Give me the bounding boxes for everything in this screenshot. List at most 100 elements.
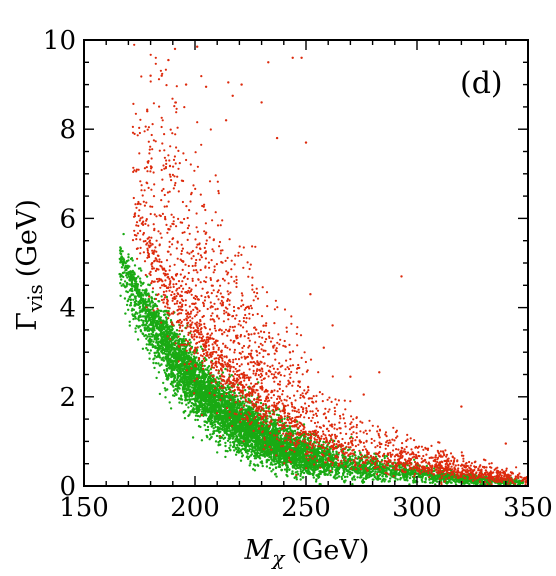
data-point — [224, 441, 227, 445]
data-point — [119, 252, 123, 256]
data-point — [147, 333, 151, 336]
data-point — [378, 473, 382, 477]
data-point — [342, 480, 346, 483]
data-point — [356, 476, 359, 479]
data-point — [160, 363, 163, 366]
data-point — [141, 347, 145, 350]
data-point — [224, 431, 227, 434]
data-point — [139, 330, 143, 333]
data-point — [399, 466, 402, 469]
data-point — [215, 434, 219, 438]
data-point — [240, 444, 244, 447]
data-point — [196, 418, 199, 422]
data-point — [125, 274, 128, 277]
data-point — [283, 468, 287, 471]
data-point — [139, 284, 143, 287]
data-point — [293, 476, 296, 480]
data-point — [147, 343, 151, 346]
data-point — [212, 427, 215, 430]
data-point — [250, 453, 254, 456]
data-point — [204, 413, 207, 417]
data-point — [207, 410, 210, 413]
data-point — [178, 401, 181, 404]
data-point — [133, 303, 137, 306]
data-point — [176, 382, 179, 385]
data-point — [144, 319, 147, 323]
data-point — [275, 475, 278, 478]
data-point — [206, 425, 210, 429]
data-point — [131, 313, 134, 316]
data-point — [209, 433, 212, 436]
data-point — [450, 481, 453, 484]
data-point — [118, 249, 122, 252]
data-point — [270, 470, 273, 473]
data-point — [343, 475, 347, 479]
data-point — [196, 414, 200, 418]
data-point — [291, 470, 294, 473]
data-point — [199, 345, 203, 348]
data-point — [222, 434, 225, 437]
data-point — [148, 357, 151, 360]
data-point — [148, 352, 151, 355]
data-point — [142, 315, 145, 318]
data-point — [160, 358, 163, 361]
data-point — [319, 472, 322, 476]
data-point — [236, 449, 240, 452]
data-point — [148, 335, 152, 338]
data-point — [290, 472, 294, 475]
data-point — [169, 407, 173, 410]
data-point — [337, 475, 341, 478]
data-point — [155, 376, 158, 380]
data-point — [194, 414, 198, 417]
data-point — [231, 445, 235, 449]
data-point — [219, 430, 222, 433]
data-point — [302, 471, 306, 475]
data-point — [171, 384, 174, 387]
data-point — [155, 351, 158, 354]
data-point — [180, 395, 183, 398]
data-point — [158, 392, 162, 396]
data-point — [155, 339, 158, 343]
data-point — [133, 300, 136, 304]
data-point — [143, 309, 146, 312]
data-point — [120, 266, 124, 269]
data-point — [383, 480, 386, 483]
data-point — [237, 451, 240, 454]
data-point — [248, 455, 251, 459]
data-point — [177, 349, 180, 352]
data-point — [428, 481, 432, 484]
data-point — [158, 356, 162, 359]
data-point — [239, 459, 243, 462]
data-point — [187, 351, 190, 355]
data-point — [133, 264, 137, 267]
data-point — [353, 478, 357, 481]
data-point — [120, 278, 123, 281]
data-point — [128, 320, 131, 323]
data-point — [136, 290, 139, 293]
data-point — [135, 288, 138, 291]
data-point — [183, 379, 186, 383]
data-point — [351, 455, 354, 458]
data-point — [125, 303, 129, 307]
data-point — [396, 478, 399, 481]
data-point — [176, 383, 179, 387]
data-point — [236, 446, 239, 449]
data-point — [285, 424, 288, 427]
data-point — [283, 417, 286, 420]
data-point — [213, 423, 217, 426]
data-point — [127, 308, 130, 311]
data-point — [270, 455, 273, 458]
data-point — [215, 376, 219, 379]
data-point — [313, 440, 316, 444]
data-point — [374, 470, 377, 473]
data-point — [122, 232, 125, 236]
data-point — [204, 420, 208, 424]
data-point — [218, 375, 222, 378]
data-point — [125, 290, 128, 293]
series-0-points — [118, 232, 525, 487]
data-point — [164, 352, 167, 356]
data-point — [361, 478, 365, 482]
data-point — [181, 369, 184, 372]
data-point — [139, 267, 142, 270]
